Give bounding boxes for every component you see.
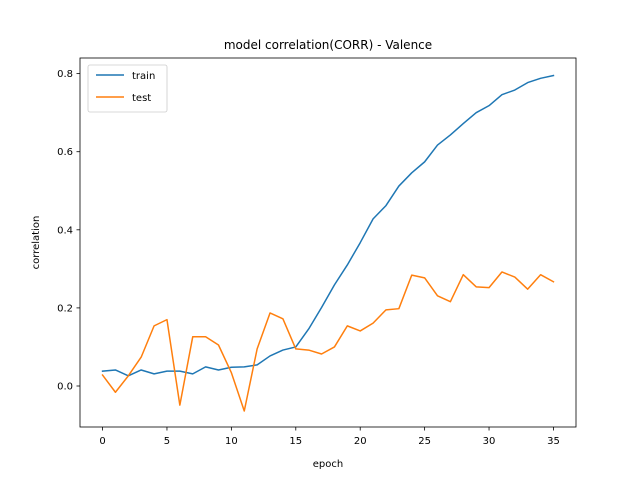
x-tick-label: 20	[354, 436, 367, 447]
x-tick-label: 0	[99, 436, 105, 447]
plot-area	[101, 74, 555, 412]
x-tick-label: 5	[164, 436, 170, 447]
y-tick-label: 0.0	[57, 382, 73, 393]
legend-label-train: train	[132, 71, 155, 82]
axes-frame	[79, 57, 577, 428]
legend: train test	[87, 64, 168, 113]
y-axis: 0.0 0.2 0.4 0.6 0.8	[57, 69, 80, 393]
legend-box	[87, 64, 168, 113]
y-axis-label: correlation	[31, 216, 42, 270]
series-line-train	[101, 74, 555, 377]
y-tick-label: 0.8	[57, 69, 73, 80]
legend-label-test: test	[132, 93, 151, 104]
y-tick-label: 0.2	[57, 303, 73, 314]
x-axis-label: epoch	[313, 459, 343, 470]
chart-title: model correlation(CORR) - Valence	[224, 38, 432, 52]
x-tick-label: 35	[547, 436, 560, 447]
x-tick-label: 10	[225, 436, 238, 447]
x-tick-label: 25	[418, 436, 431, 447]
y-tick-label: 0.4	[57, 225, 73, 236]
x-tick-label: 15	[289, 436, 302, 447]
x-axis: 0 5 10 15 20 25 30 35	[99, 427, 560, 447]
x-tick-label: 30	[483, 436, 496, 447]
series-line-test	[101, 271, 555, 412]
y-tick-label: 0.6	[57, 147, 73, 158]
